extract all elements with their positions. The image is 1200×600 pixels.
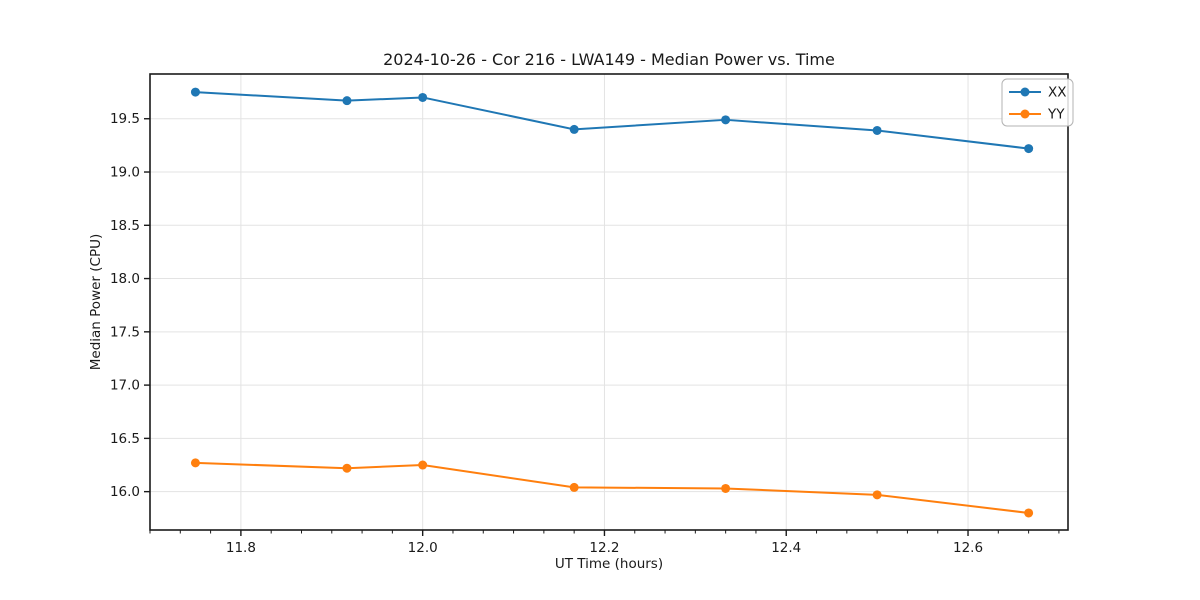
x-tick-label: 11.8 <box>226 540 256 556</box>
y-tick-label: 18.5 <box>110 218 140 234</box>
legend-XX-marker <box>1020 87 1030 97</box>
x-tick-label: 12.0 <box>408 540 438 556</box>
series-YY-marker <box>418 460 428 470</box>
series-YY-marker <box>569 482 579 492</box>
series-XX-marker <box>721 115 731 125</box>
y-tick-label: 19.0 <box>110 165 140 181</box>
series-XX-marker <box>418 92 428 102</box>
series-XX-marker <box>190 87 200 97</box>
series-XX-marker <box>569 124 579 134</box>
series-YY-marker <box>342 463 352 473</box>
series-YY-marker <box>721 483 731 493</box>
chart-title: 2024-10-26 - Cor 216 - LWA149 - Median P… <box>383 50 835 69</box>
series-YY-marker <box>872 490 882 500</box>
x-tick-label: 12.4 <box>771 540 801 556</box>
y-tick-label: 17.0 <box>110 378 140 394</box>
y-tick-label: 18.0 <box>110 271 140 287</box>
x-tick-label: 12.6 <box>953 540 983 556</box>
legend-XX-label: XX <box>1048 85 1067 101</box>
y-tick-label: 19.5 <box>110 111 140 127</box>
y-tick-label: 16.5 <box>110 431 140 447</box>
plot-border <box>149 73 1069 531</box>
series-YY-marker <box>1024 508 1034 518</box>
y-tick-label: 17.5 <box>110 324 140 340</box>
series-YY-line <box>194 461 1030 514</box>
series-XX-line <box>194 91 1030 150</box>
y-tick-label: 16.0 <box>110 484 140 500</box>
series-XX-marker <box>342 96 352 106</box>
x-axis-label: UT Time (hours) <box>554 556 664 572</box>
x-tick-label: 12.2 <box>589 540 619 556</box>
legend-YY-label: YY <box>1047 107 1065 123</box>
legend-YY-marker <box>1020 109 1030 119</box>
y-axis-label: Median Power (CPU) <box>88 233 104 371</box>
series-XX-marker <box>1024 144 1034 154</box>
series-XX-marker <box>872 125 882 135</box>
series-YY-marker <box>190 458 200 468</box>
